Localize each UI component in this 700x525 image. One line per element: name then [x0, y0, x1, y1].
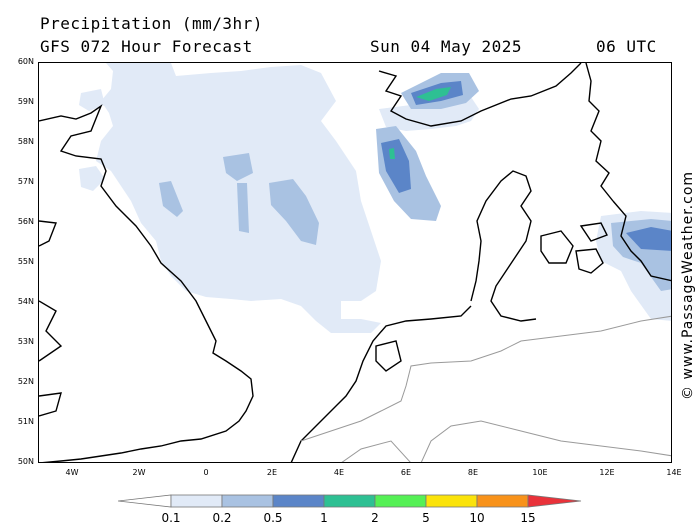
- lat-label-52n: 52N: [17, 377, 34, 386]
- chart-title: Precipitation (mm/3hr): [40, 14, 263, 33]
- precip-area-light-scotland: [79, 89, 105, 111]
- lon-label-0: 0: [203, 468, 209, 477]
- lat-label-53n: 53N: [17, 337, 34, 346]
- precip-area-moderate-4: [237, 183, 249, 233]
- legend-label-1: 1: [320, 511, 328, 525]
- lat-label-56n: 56N: [17, 217, 34, 226]
- legend-label-10: 10: [469, 511, 485, 525]
- lon-label-14e: 14E: [666, 468, 682, 477]
- coast-danish-islands: [540, 222, 608, 274]
- precipitation-map: [38, 62, 672, 463]
- legend-swatch-0.5: [272, 494, 325, 508]
- legend-label-2: 2: [371, 511, 379, 525]
- coast-ijsselmeer: [375, 340, 402, 372]
- lat-label-54n: 54N: [17, 297, 34, 306]
- coast-gb-west: [39, 220, 57, 247]
- forecast-date: Sun 04 May 2025: [370, 37, 522, 56]
- coast-continent: [290, 305, 472, 462]
- coast-great-britain: [39, 104, 254, 462]
- site-credit: © www.PassageWeather.com: [680, 170, 696, 400]
- lon-label-2w: 2W: [132, 468, 146, 477]
- lon-label-4e: 4E: [333, 468, 345, 477]
- precip-area-heavy-1: [381, 139, 411, 193]
- legend-swatch-lt-0.1: [117, 494, 172, 508]
- lon-label-12e: 12E: [599, 468, 615, 477]
- lon-label-6e: 6E: [400, 468, 412, 477]
- precip-area-moderate-3: [159, 181, 183, 217]
- precip-area-peak-2: [389, 148, 395, 159]
- legend-swatch-0.2: [221, 494, 274, 508]
- coast-sweden: [612, 200, 671, 282]
- lat-label-58n: 58N: [17, 137, 34, 146]
- land-borders: [300, 315, 671, 462]
- coast-gb-southwest: [39, 392, 62, 417]
- lon-label-10e: 10E: [532, 468, 548, 477]
- coast-gb-wales: [39, 300, 63, 362]
- lat-label-50n: 50N: [17, 457, 34, 466]
- forecast-time: 06 UTC: [596, 37, 657, 56]
- lat-label-60n: 60N: [17, 57, 34, 66]
- legend-label-0.1: 0.1: [161, 511, 181, 525]
- legend-swatch-1: [323, 494, 376, 508]
- precip-area-light-west: [79, 166, 105, 191]
- precip-area-moderate-1: [269, 179, 319, 245]
- lat-label-51n: 51N: [17, 417, 34, 426]
- lon-label-8e: 8E: [467, 468, 479, 477]
- legend-swatch-0.1: [170, 494, 223, 508]
- lat-label-57n: 57N: [17, 177, 34, 186]
- precip-area-moderate-2: [223, 153, 253, 181]
- coast-norway: [378, 63, 614, 202]
- legend-label-0.5: 0.5: [263, 511, 283, 525]
- lon-label-2e: 2E: [266, 468, 278, 477]
- legend-swatch-15: [527, 494, 582, 508]
- legend-label-15: 15: [520, 511, 536, 525]
- precipitation-legend: [117, 493, 584, 515]
- coast-denmark: [470, 170, 537, 322]
- lat-label-59n: 59N: [17, 97, 34, 106]
- lat-label-55n: 55N: [17, 257, 34, 266]
- lon-label-4w: 4W: [65, 468, 79, 477]
- precip-area-peak-1: [416, 87, 451, 101]
- legend-label-5: 5: [422, 511, 430, 525]
- coastlines: [39, 63, 671, 462]
- legend-swatch-2: [374, 494, 427, 508]
- precip-area-heavy-3: [626, 227, 671, 251]
- legend-label-0.2: 0.2: [212, 511, 232, 525]
- legend-swatch-5: [425, 494, 478, 508]
- forecast-subtitle: GFS 072 Hour Forecast: [40, 37, 253, 56]
- legend-swatch-10: [476, 494, 529, 508]
